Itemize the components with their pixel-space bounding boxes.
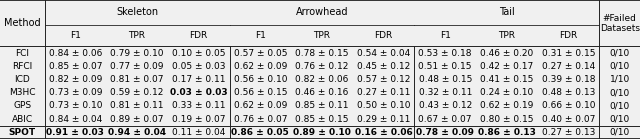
Text: 0.46 ± 0.20: 0.46 ± 0.20 [480,49,534,58]
Text: 0.39 ± 0.18: 0.39 ± 0.18 [542,75,595,84]
Text: F1: F1 [70,31,81,40]
Text: 0.86 ± 0.13: 0.86 ± 0.13 [478,128,536,137]
Text: 0.84 ± 0.04: 0.84 ± 0.04 [49,115,102,124]
Text: 0.89 ± 0.10: 0.89 ± 0.10 [293,128,351,137]
Text: M3HC: M3HC [9,88,36,97]
Text: 0.62 ± 0.09: 0.62 ± 0.09 [234,62,287,71]
Text: 0.31 ± 0.15: 0.31 ± 0.15 [542,49,595,58]
Text: 0/10: 0/10 [609,128,630,137]
Text: 0.81 ± 0.11: 0.81 ± 0.11 [110,101,164,111]
Text: 0.85 ± 0.07: 0.85 ± 0.07 [49,62,102,71]
Text: Arrowhead: Arrowhead [296,7,348,17]
Text: 0.85 ± 0.15: 0.85 ± 0.15 [295,115,349,124]
Text: 0/10: 0/10 [609,88,630,97]
Text: 0.33 ± 0.11: 0.33 ± 0.11 [172,101,225,111]
Text: Skeleton: Skeleton [116,7,158,17]
Text: 0.45 ± 0.12: 0.45 ± 0.12 [357,62,410,71]
Text: 0.73 ± 0.09: 0.73 ± 0.09 [49,88,102,97]
Text: 0.48 ± 0.13: 0.48 ± 0.13 [542,88,595,97]
Text: 0.89 ± 0.07: 0.89 ± 0.07 [110,115,164,124]
Text: 0.94 ± 0.04: 0.94 ± 0.04 [108,128,166,137]
Text: ABIC: ABIC [12,115,33,124]
Text: TPR: TPR [129,31,145,40]
Text: 1/10: 1/10 [609,75,630,84]
Text: 0.84 ± 0.06: 0.84 ± 0.06 [49,49,102,58]
Text: 0.56 ± 0.10: 0.56 ± 0.10 [234,75,287,84]
Text: 0/10: 0/10 [609,101,630,111]
Text: 0/10: 0/10 [609,115,630,124]
Text: 0.67 ± 0.07: 0.67 ± 0.07 [419,115,472,124]
Text: F1: F1 [440,31,451,40]
Text: TPR: TPR [499,31,515,40]
Text: ICD: ICD [15,75,30,84]
Text: 0.42 ± 0.17: 0.42 ± 0.17 [480,62,534,71]
Text: GPS: GPS [13,101,31,111]
Text: 0.48 ± 0.15: 0.48 ± 0.15 [419,75,472,84]
Text: 0.46 ± 0.16: 0.46 ± 0.16 [295,88,349,97]
Text: 0.76 ± 0.07: 0.76 ± 0.07 [234,115,287,124]
Text: 0.40 ± 0.07: 0.40 ± 0.07 [542,115,595,124]
Text: Tail: Tail [499,7,515,17]
Text: 0.62 ± 0.19: 0.62 ± 0.19 [480,101,534,111]
Text: 0.54 ± 0.04: 0.54 ± 0.04 [357,49,410,58]
Text: 0.78 ± 0.15: 0.78 ± 0.15 [295,49,349,58]
Text: 0.73 ± 0.10: 0.73 ± 0.10 [49,101,102,111]
Text: 0.19 ± 0.07: 0.19 ± 0.07 [172,115,225,124]
Text: F1: F1 [255,31,266,40]
Text: 0.62 ± 0.09: 0.62 ± 0.09 [234,101,287,111]
Text: 0.32 ± 0.11: 0.32 ± 0.11 [419,88,472,97]
Text: FDR: FDR [189,31,208,40]
Text: 0.79 ± 0.10: 0.79 ± 0.10 [110,49,164,58]
Text: #Failed
Datasets: #Failed Datasets [600,13,639,33]
Text: 0.57 ± 0.12: 0.57 ± 0.12 [357,75,410,84]
Text: 0.86 ± 0.05: 0.86 ± 0.05 [232,128,289,137]
Text: FCI: FCI [15,49,29,58]
Text: 0/10: 0/10 [609,49,630,58]
Text: 0.03 ± 0.03: 0.03 ± 0.03 [170,88,227,97]
Text: 0.29 ± 0.11: 0.29 ± 0.11 [357,115,410,124]
Text: 0.10 ± 0.05: 0.10 ± 0.05 [172,49,225,58]
Text: 0.85 ± 0.11: 0.85 ± 0.11 [295,101,349,111]
Text: FDR: FDR [559,31,578,40]
Text: Method: Method [4,18,40,28]
Text: 0.27 ± 0.13: 0.27 ± 0.13 [542,128,595,137]
Text: 0.78 ± 0.09: 0.78 ± 0.09 [416,128,474,137]
Text: 0.53 ± 0.18: 0.53 ± 0.18 [419,49,472,58]
Text: 0.81 ± 0.07: 0.81 ± 0.07 [110,75,164,84]
Text: 0.27 ± 0.14: 0.27 ± 0.14 [542,62,595,71]
Text: 0.80 ± 0.15: 0.80 ± 0.15 [480,115,534,124]
Text: 0.11 ± 0.04: 0.11 ± 0.04 [172,128,225,137]
Text: 0.66 ± 0.10: 0.66 ± 0.10 [542,101,595,111]
Text: 0.50 ± 0.10: 0.50 ± 0.10 [357,101,410,111]
Text: 0.82 ± 0.09: 0.82 ± 0.09 [49,75,102,84]
Text: 0.57 ± 0.05: 0.57 ± 0.05 [234,49,287,58]
Text: 0.17 ± 0.11: 0.17 ± 0.11 [172,75,225,84]
Text: 0.56 ± 0.15: 0.56 ± 0.15 [234,88,287,97]
Text: 0.24 ± 0.10: 0.24 ± 0.10 [480,88,534,97]
Text: 0.76 ± 0.12: 0.76 ± 0.12 [295,62,349,71]
Text: 0.59 ± 0.12: 0.59 ± 0.12 [110,88,164,97]
Text: 0.16 ± 0.06: 0.16 ± 0.06 [355,128,413,137]
Text: 0.91 ± 0.03: 0.91 ± 0.03 [47,128,104,137]
Text: 0.82 ± 0.06: 0.82 ± 0.06 [295,75,349,84]
Text: TPR: TPR [314,31,330,40]
Text: SPOT: SPOT [9,128,36,137]
Text: 0.77 ± 0.09: 0.77 ± 0.09 [110,62,164,71]
Text: RFCI: RFCI [12,62,33,71]
Text: 0/10: 0/10 [609,62,630,71]
Text: 0.43 ± 0.12: 0.43 ± 0.12 [419,101,472,111]
Text: 0.51 ± 0.15: 0.51 ± 0.15 [419,62,472,71]
Text: 0.27 ± 0.11: 0.27 ± 0.11 [357,88,410,97]
Text: 0.41 ± 0.15: 0.41 ± 0.15 [480,75,534,84]
Text: 0.05 ± 0.03: 0.05 ± 0.03 [172,62,225,71]
Text: FDR: FDR [374,31,393,40]
